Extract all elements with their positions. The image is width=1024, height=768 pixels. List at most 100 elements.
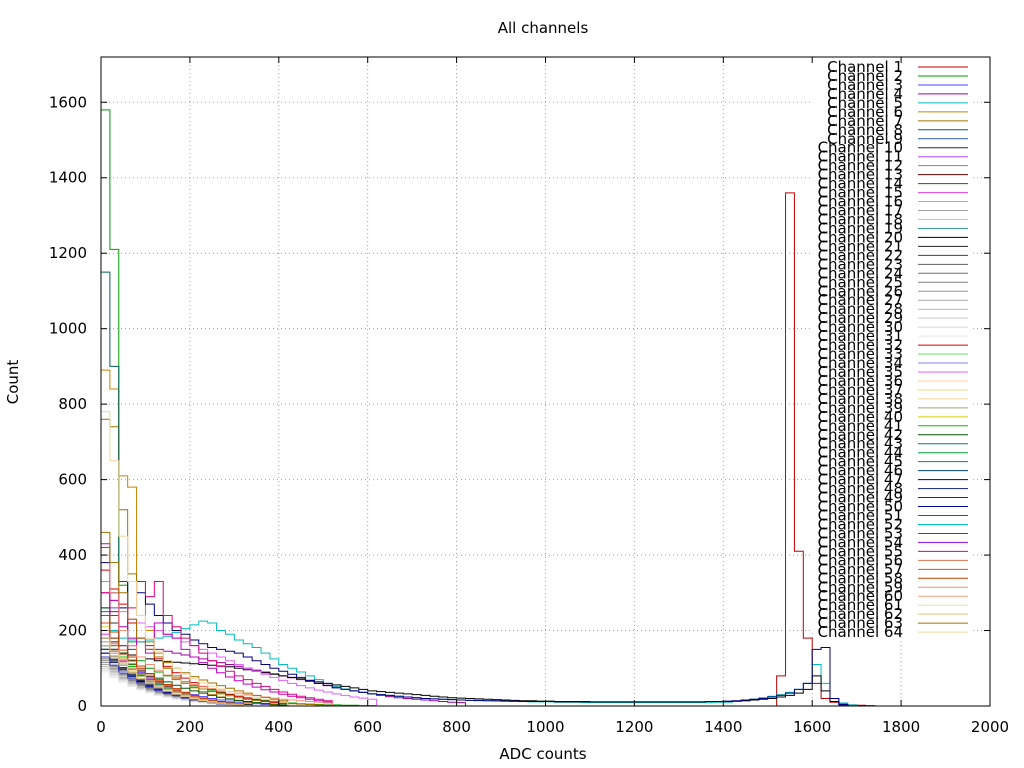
legend-row-bg	[810, 425, 970, 436]
series-channel-64	[100, 411, 289, 706]
legend-row-bg	[810, 192, 970, 203]
legend-label: Channel 17	[818, 202, 903, 220]
x-axis-label: ADC counts	[499, 745, 586, 763]
legend-row-bg	[810, 551, 970, 562]
legend-row-bg	[810, 434, 970, 445]
legend-label: Channel 57	[818, 560, 903, 578]
legend-label: Channel 41	[818, 417, 903, 435]
series-channel-58	[100, 614, 244, 706]
legend-row-bg	[810, 273, 970, 284]
legend-row-bg	[810, 371, 970, 382]
legend-label: Channel 3	[827, 76, 903, 94]
legend-row-bg	[810, 327, 970, 338]
legend-label: Channel 30	[818, 318, 903, 336]
legend-row-bg	[810, 560, 970, 571]
legend-row-bg	[810, 228, 970, 239]
legend-label: Channel 24	[818, 264, 903, 282]
legend-label: Channel 58	[818, 569, 903, 587]
y-tick-label: 800	[58, 395, 87, 413]
legend-label: Channel 39	[818, 399, 903, 417]
legend-row-bg	[810, 515, 970, 526]
y-tick-label: 1200	[49, 244, 87, 262]
legend-label: Channel 22	[818, 246, 903, 264]
legend-row-bg	[810, 596, 970, 607]
legend-row-bg	[810, 156, 970, 167]
legend-row-bg	[810, 443, 970, 454]
legend-row-bg	[810, 407, 970, 418]
legend-row-bg	[810, 120, 970, 131]
series-channel-63	[100, 531, 289, 706]
legend-row-bg	[810, 470, 970, 481]
x-tick-label: 800	[442, 718, 471, 736]
legend-row-bg	[810, 533, 970, 544]
legend-row-bg	[810, 309, 970, 320]
legend-label: Channel 34	[818, 354, 903, 372]
legend-label: Channel 40	[818, 408, 903, 426]
legend-label: Channel 59	[818, 578, 903, 596]
series-channel-31	[100, 671, 244, 706]
legend-label: Channel 50	[818, 498, 903, 516]
legend-label: Channel 14	[818, 175, 903, 193]
legend-label: Channel 13	[818, 166, 903, 184]
legend-row-bg	[810, 587, 970, 598]
legend-label: Channel 12	[818, 157, 903, 175]
legend-row-bg	[810, 210, 970, 221]
legend-label: Channel 15	[818, 184, 903, 202]
legend-row-bg	[810, 524, 970, 535]
legend-label: Channel 4	[827, 85, 903, 103]
legend-row-bg	[810, 345, 970, 356]
legend-label: Channel 49	[818, 489, 903, 507]
legend-label: Channel 45	[818, 453, 903, 471]
legend-row-bg	[810, 138, 970, 149]
legend-row-bg	[810, 461, 970, 472]
x-tick-label: 1000	[526, 718, 564, 736]
legend-row-bg	[810, 174, 970, 185]
legend-row-bg	[810, 102, 970, 113]
chart-title: All channels	[498, 19, 589, 37]
legend-label: Channel 6	[827, 103, 903, 121]
y-tick-label: 1600	[49, 93, 87, 111]
legend-label: Channel 46	[818, 462, 903, 480]
legend-label: Channel 43	[818, 435, 903, 453]
legend-row-bg	[810, 578, 970, 589]
legend-row-bg	[810, 129, 970, 140]
legend-label: Channel 16	[818, 193, 903, 211]
legend-label: Channel 63	[818, 614, 903, 632]
legend-label: Channel 54	[818, 533, 903, 551]
legend-label: Channel 60	[818, 587, 903, 605]
series-channel-47	[100, 562, 849, 706]
legend-row-bg	[810, 66, 970, 77]
legend-row-bg	[810, 497, 970, 508]
legend-row-bg	[810, 336, 970, 347]
legend-label: Channel 2	[827, 67, 903, 85]
legend-label: Channel 11	[818, 148, 903, 166]
series-channel-32	[100, 569, 289, 706]
legend-label: Channel 25	[818, 273, 903, 291]
plot-frame	[100, 56, 991, 707]
series-channel-42	[100, 607, 289, 706]
legend-row-bg	[810, 84, 970, 95]
legend-row-bg	[810, 506, 970, 517]
legend-row-bg	[810, 318, 970, 329]
legend-label: Channel 31	[818, 327, 903, 345]
y-tick-label: 1000	[49, 320, 87, 338]
y-tick-label: 400	[58, 546, 87, 564]
legend-row-bg	[810, 111, 970, 122]
legend-label: Channel 21	[818, 237, 903, 255]
legend-label: Channel 37	[818, 381, 903, 399]
legend-label: Channel 9	[827, 130, 903, 148]
legend-label: Channel 28	[818, 300, 903, 318]
legend-label: Channel 52	[818, 515, 903, 533]
legend-row-bg	[810, 614, 970, 625]
x-tick-label: 200	[176, 718, 205, 736]
legend-label: Channel 48	[818, 480, 903, 498]
legend-label: Channel 38	[818, 390, 903, 408]
legend-label: Channel 42	[818, 426, 903, 444]
y-axis-label: Count	[4, 360, 22, 405]
legend-label: Channel 19	[818, 219, 903, 237]
legend-label: Channel 56	[818, 551, 903, 569]
legend-label: Channel 64	[818, 623, 903, 641]
legend-row-bg	[810, 93, 970, 104]
legend-row-bg	[810, 542, 970, 553]
legend-row-bg	[810, 389, 970, 400]
